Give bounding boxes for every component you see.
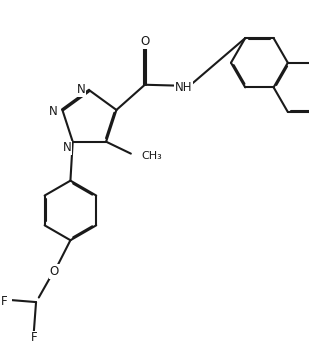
- Text: F: F: [1, 295, 7, 308]
- Text: O: O: [140, 35, 149, 48]
- Text: NH: NH: [175, 81, 192, 94]
- Text: F: F: [30, 332, 37, 345]
- Text: O: O: [50, 265, 59, 278]
- Text: N: N: [77, 83, 86, 96]
- Text: N: N: [49, 105, 58, 118]
- Text: N: N: [62, 141, 71, 154]
- Text: CH₃: CH₃: [141, 151, 162, 162]
